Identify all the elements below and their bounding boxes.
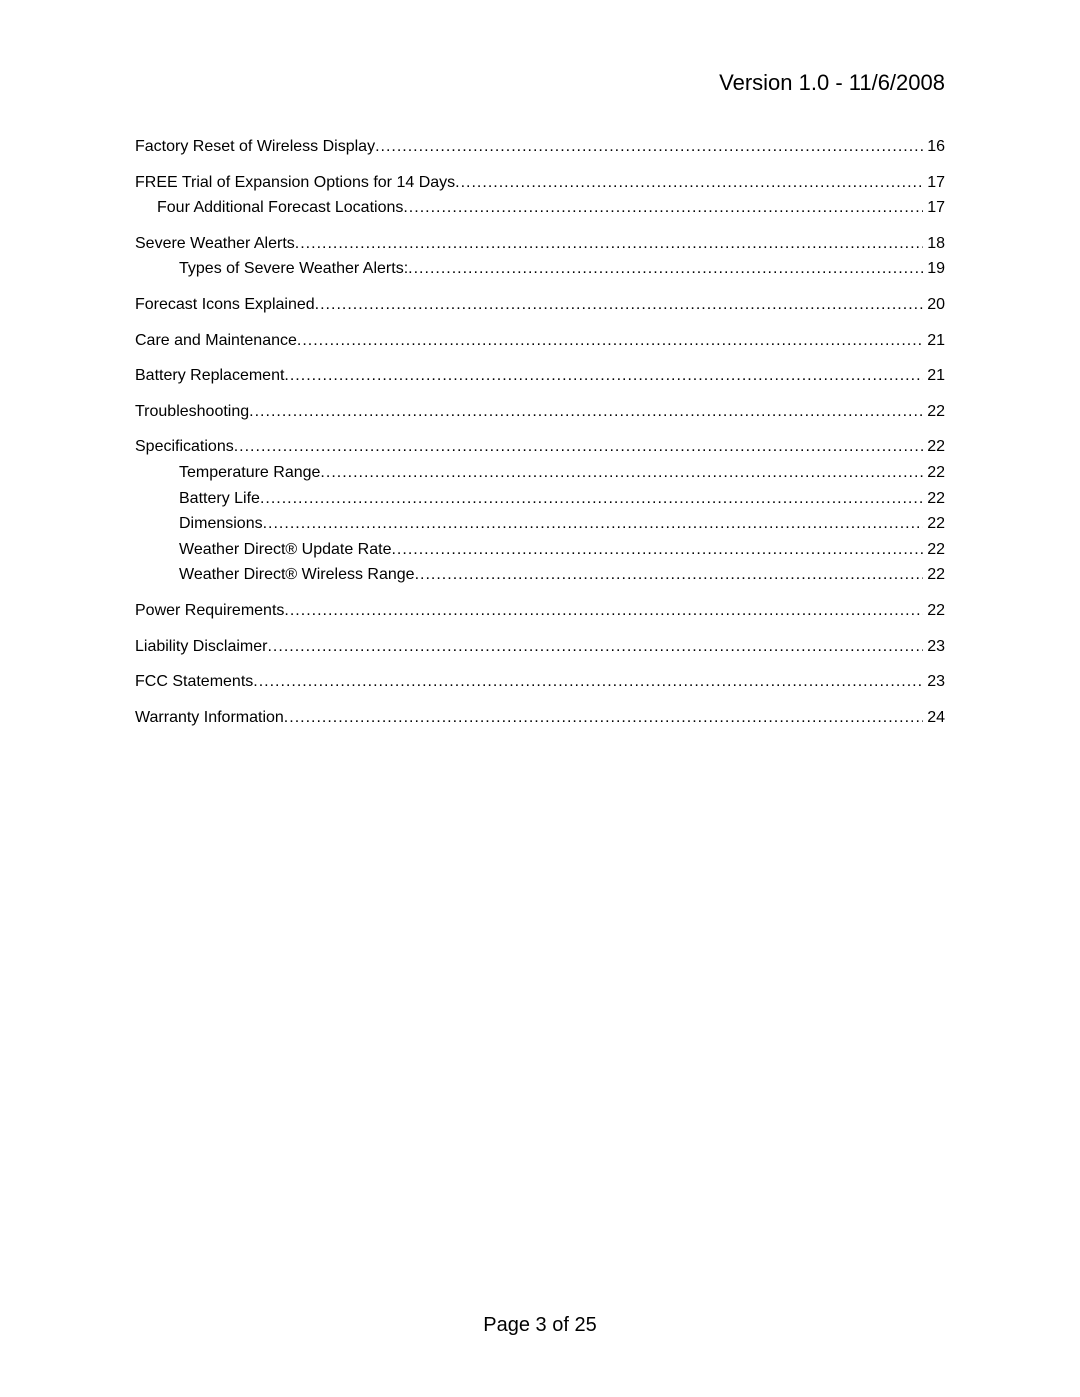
toc-entry: FCC Statements 23 (135, 671, 945, 693)
toc-entry: Forecast Icons Explained 20 (135, 294, 945, 316)
toc-entry-title: Forecast Icons Explained (135, 294, 315, 316)
toc-leader-dots (297, 330, 923, 352)
toc-entry-page: 22 (923, 401, 945, 423)
toc-entry-title: Care and Maintenance (135, 330, 297, 352)
toc-entry-title: Specifications (135, 436, 234, 458)
toc-entry-title: Troubleshooting (135, 401, 249, 423)
toc-entry-title: Types of Severe Weather Alerts: (179, 258, 408, 280)
toc-entry: Power Requirements 22 (135, 600, 945, 622)
page-footer-pagenum: Page 3 of 25 (0, 1314, 1080, 1337)
toc-entry: Battery Replacement 21 (135, 365, 945, 387)
toc-entry-page: 20 (923, 294, 945, 316)
toc-entry: Severe Weather Alerts 18 (135, 233, 945, 255)
toc-entry: Liability Disclaimer 23 (135, 636, 945, 658)
toc-leader-dots (375, 136, 923, 158)
toc-leader-dots (253, 671, 923, 693)
document-page: Version 1.0 - 11/6/2008 Factory Reset of… (0, 0, 1080, 1397)
toc-entry: Specifications 22 (135, 436, 945, 458)
toc-entry: Factory Reset of Wireless Display 16 (135, 136, 945, 158)
toc-leader-dots (249, 401, 923, 423)
toc-entry-title: Four Additional Forecast Locations (157, 197, 403, 219)
toc-entry-page: 21 (923, 330, 945, 352)
toc-entry-page: 16 (923, 136, 945, 158)
toc-leader-dots (295, 233, 923, 255)
toc-entry-title: Power Requirements (135, 600, 284, 622)
toc-entry-page: 22 (923, 513, 945, 535)
toc-leader-dots (315, 294, 924, 316)
toc-entry-title: Battery Life (179, 488, 260, 510)
toc-entry-page: 22 (923, 488, 945, 510)
toc-leader-dots (234, 436, 923, 458)
toc-leader-dots (320, 462, 923, 484)
toc-entry-page: 24 (923, 707, 945, 729)
toc-entry-page: 22 (923, 539, 945, 561)
toc-leader-dots (391, 539, 923, 561)
toc-entry-title: FCC Statements (135, 671, 253, 693)
table-of-contents: Factory Reset of Wireless Display 16 FREE… (135, 136, 945, 728)
toc-entry: Warranty Information 24 (135, 707, 945, 729)
toc-entry: Dimensions 22 (179, 513, 945, 535)
toc-entry-title: Factory Reset of Wireless Display (135, 136, 375, 158)
page-header-version: Version 1.0 - 11/6/2008 (135, 70, 945, 96)
toc-entry-title: Dimensions (179, 513, 263, 535)
toc-leader-dots (284, 707, 923, 729)
toc-entry: Care and Maintenance 21 (135, 330, 945, 352)
toc-entry: Four Additional Forecast Locations 17 (157, 197, 945, 219)
toc-entry: Weather Direct® Wireless Range 22 (179, 564, 945, 586)
toc-entry-title: Temperature Range (179, 462, 320, 484)
toc-entry: Battery Life 22 (179, 488, 945, 510)
toc-entry-page: 22 (923, 436, 945, 458)
toc-entry-title: Liability Disclaimer (135, 636, 267, 658)
toc-leader-dots (408, 258, 923, 280)
toc-entry: Troubleshooting 22 (135, 401, 945, 423)
toc-leader-dots (260, 488, 923, 510)
toc-entry: Temperature Range 22 (179, 462, 945, 484)
toc-entry-title: Severe Weather Alerts (135, 233, 295, 255)
toc-entry: Types of Severe Weather Alerts: 19 (179, 258, 945, 280)
toc-entry-title: Weather Direct® Update Rate (179, 539, 391, 561)
toc-entry-title: FREE Trial of Expansion Options for 14 D… (135, 172, 455, 194)
toc-entry-page: 22 (923, 462, 945, 484)
toc-leader-dots (415, 564, 924, 586)
toc-leader-dots (263, 513, 924, 535)
toc-entry-page: 18 (923, 233, 945, 255)
toc-entry: Weather Direct® Update Rate 22 (179, 539, 945, 561)
toc-leader-dots (284, 365, 923, 387)
toc-leader-dots (455, 172, 923, 194)
toc-leader-dots (267, 636, 923, 658)
toc-entry-title: Weather Direct® Wireless Range (179, 564, 415, 586)
toc-entry-page: 21 (923, 365, 945, 387)
toc-entry-page: 23 (923, 671, 945, 693)
toc-leader-dots (284, 600, 923, 622)
toc-entry-title: Battery Replacement (135, 365, 284, 387)
toc-entry-page: 17 (923, 197, 945, 219)
toc-entry-title: Warranty Information (135, 707, 284, 729)
toc-leader-dots (403, 197, 923, 219)
toc-entry-page: 19 (923, 258, 945, 280)
toc-entry-page: 23 (923, 636, 945, 658)
toc-entry: FREE Trial of Expansion Options for 14 D… (135, 172, 945, 194)
toc-entry-page: 22 (923, 600, 945, 622)
toc-entry-page: 17 (923, 172, 945, 194)
toc-entry-page: 22 (923, 564, 945, 586)
